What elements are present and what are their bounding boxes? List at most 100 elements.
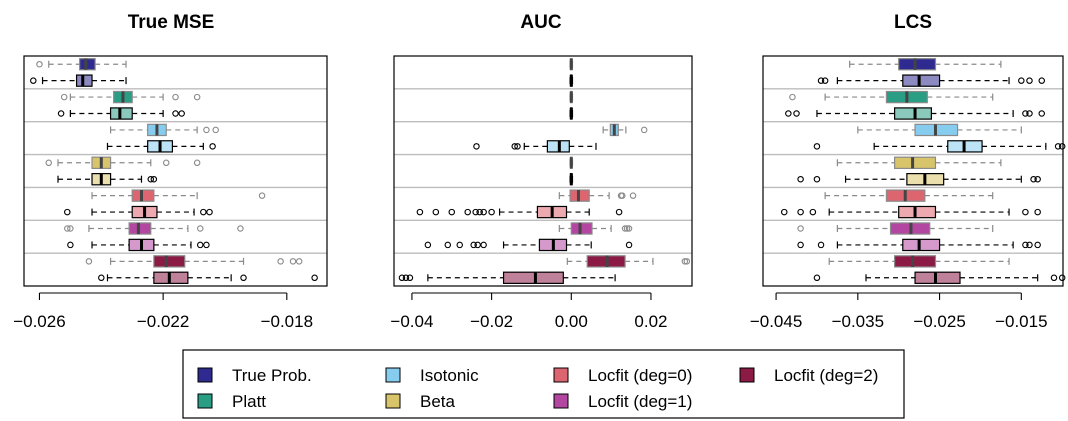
outlier-point <box>470 241 477 249</box>
outlier-point <box>406 274 414 282</box>
outlier-point <box>1022 208 1029 216</box>
box-true-prob-light <box>817 74 1045 87</box>
outlier-point <box>785 110 792 117</box>
legend-label: Isotonic <box>420 366 479 385</box>
box-true-prob-light <box>30 74 127 87</box>
outlier-point <box>98 274 105 282</box>
box-beta-light <box>797 173 1041 186</box>
outlier-point <box>203 241 210 249</box>
box-true-prob-dark <box>36 58 127 71</box>
legend: True Prob. Platt Isotonic Beta Locfit (deg=0… <box>182 349 905 419</box>
box-locfit-deg-2-light <box>98 271 318 284</box>
box-platt-dark <box>789 90 994 104</box>
legend-label: Beta <box>420 392 456 411</box>
box-isotonic-light <box>473 140 597 153</box>
box-locfit-deg-2-light <box>813 271 1066 284</box>
outlier-point <box>813 274 821 282</box>
plot-frame-lcs <box>762 55 1064 287</box>
box-beta-dark <box>836 156 1002 169</box>
legend-swatch <box>739 367 755 383</box>
legend-item-true-prob: True Prob. <box>197 366 312 385</box>
outlier-point <box>1034 175 1041 183</box>
legend-swatch <box>197 393 213 409</box>
outlier-point <box>1038 77 1045 84</box>
outlier-point <box>464 208 471 216</box>
outlier-point <box>472 208 479 216</box>
x-tick-label: −0.045 <box>750 312 802 331</box>
box-locfit-deg-0-light <box>416 205 623 219</box>
box-locfit-deg-0-light <box>781 205 1041 219</box>
outlier-point <box>289 258 297 265</box>
box-beta-dark <box>45 156 201 169</box>
outlier-point <box>162 159 170 167</box>
box-iqr <box>894 156 937 169</box>
panel-title-true-mse: True MSE <box>128 12 215 33</box>
box-true-prob-dark <box>569 58 574 71</box>
panel-title-lcs: LCS <box>894 12 932 33</box>
outlier-point <box>1026 77 1033 84</box>
outlier-point <box>212 126 219 134</box>
outlier-point <box>277 258 284 265</box>
outlier-point <box>196 241 204 249</box>
box-beta-light <box>57 173 158 186</box>
outlier-point <box>67 241 74 249</box>
panel-auc: −0.04 −0.02 0.00 0.02 <box>390 55 693 331</box>
outlier-point <box>817 77 825 84</box>
outlier-point <box>488 208 495 216</box>
box-iqr <box>894 255 937 268</box>
box-locfit-deg-1-dark <box>64 222 244 235</box>
box-locfit-deg-0-dark <box>558 189 637 202</box>
box-iqr <box>75 74 93 87</box>
outlier-point <box>813 143 821 150</box>
x-tick-label: −0.025 <box>913 312 965 331</box>
box-platt-dark <box>60 90 201 104</box>
panel-true-mse: −0.026 −0.022 −0.018 <box>13 55 328 331</box>
outlier-point <box>444 241 452 249</box>
box-beta-light <box>569 173 574 186</box>
legend-swatch <box>385 393 401 409</box>
outlier-point <box>793 110 800 117</box>
box-beta-dark <box>569 156 574 169</box>
outlier-point <box>817 241 825 249</box>
legend-item-locfit-deg-1: Locfit (deg=1) <box>553 392 692 411</box>
outlier-point <box>621 225 629 232</box>
outlier-point <box>625 225 633 232</box>
legend-item-beta: Beta <box>385 392 456 411</box>
outlier-point <box>789 93 796 101</box>
x-tick-label: 0.00 <box>555 312 588 331</box>
outlier-point <box>203 126 210 134</box>
outlier-point <box>1026 241 1033 249</box>
outlier-point <box>797 175 804 183</box>
x-tick-label: −0.015 <box>995 312 1047 331</box>
plot-frame-true-mse <box>23 55 328 287</box>
box-isotonic-dark <box>602 123 648 137</box>
panel-title-auc: AUC <box>520 12 561 33</box>
outlier-point <box>813 175 821 183</box>
box-isotonic-light <box>813 140 1066 153</box>
outlier-point <box>797 241 804 249</box>
outlier-point <box>821 77 829 84</box>
outlier-point <box>172 110 179 117</box>
box-isotonic-dark <box>109 123 219 137</box>
box-locfit-deg-1-dark <box>797 222 994 235</box>
legend-swatch <box>385 367 401 383</box>
legend-swatch <box>553 367 569 383</box>
box-true-prob-light <box>569 74 574 87</box>
outlier-point <box>681 258 689 265</box>
box-locfit-deg-1-light <box>424 238 633 252</box>
outlier-point <box>1018 77 1025 84</box>
outlier-point <box>619 192 626 199</box>
outlier-point <box>623 225 631 232</box>
box-locfit-deg-2-light <box>398 271 616 284</box>
box-iqr <box>898 58 937 71</box>
outlier-point <box>193 159 201 167</box>
box-locfit-deg-2-dark <box>828 255 1010 268</box>
outlier-point <box>809 208 817 216</box>
legend-item-platt: Platt <box>197 392 266 411</box>
legend-frame <box>182 349 905 419</box>
outlier-point <box>416 208 424 216</box>
box-iqr <box>898 205 937 219</box>
outlier-point <box>625 241 633 249</box>
box-iqr <box>131 189 155 202</box>
outlier-point <box>36 60 43 68</box>
